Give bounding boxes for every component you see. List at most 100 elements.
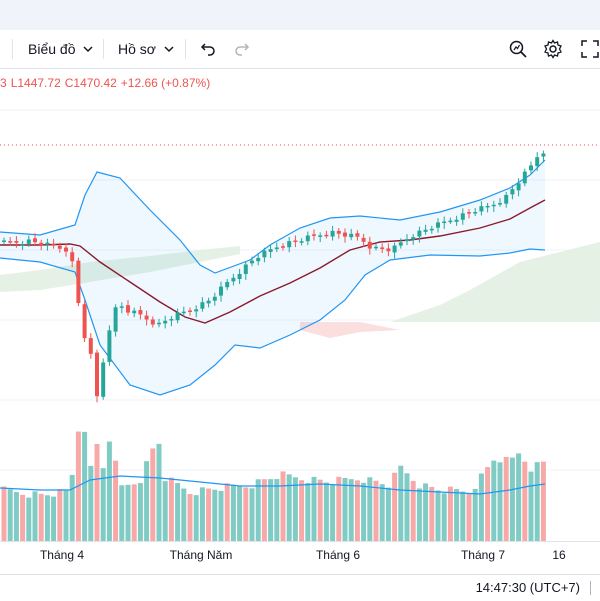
volume-bar: [441, 493, 447, 541]
volume-bar: [373, 480, 379, 541]
volume-bar: [323, 482, 329, 541]
volume-bar: [51, 496, 57, 541]
candle-body: [485, 205, 490, 208]
volume-bar: [534, 462, 540, 541]
candle-body: [57, 245, 62, 249]
candle-body: [138, 310, 143, 315]
status-divider: [590, 581, 591, 595]
candle-body: [194, 309, 199, 312]
candle-body: [76, 260, 81, 303]
chevron-down-icon: [83, 46, 94, 53]
volume-bar: [230, 484, 236, 541]
volume-bar: [292, 477, 298, 541]
candle-body: [398, 242, 403, 246]
volume-bar: [94, 444, 100, 541]
candle-body: [169, 319, 174, 321]
volume-bar: [212, 489, 218, 541]
candle-body: [188, 310, 192, 312]
time-axis[interactable]: Tháng 4 Tháng Năm Tháng 6 Tháng 7 16: [0, 541, 600, 566]
candle-body: [39, 242, 44, 246]
candle-body: [324, 234, 329, 237]
volume-bar: [187, 494, 193, 541]
candle-body: [126, 305, 130, 313]
volume-bar: [206, 488, 212, 541]
volume-bar: [528, 471, 534, 541]
candle-body: [479, 206, 484, 212]
x-tick: Tháng 6: [315, 548, 361, 562]
volume-bar: [162, 481, 168, 541]
candle-body: [206, 300, 211, 304]
volume-bar: [361, 482, 367, 541]
chart-type-button[interactable]: Biểu đồ: [28, 30, 95, 68]
volume-bar: [144, 461, 150, 541]
candle-body: [26, 239, 31, 244]
profile-button[interactable]: Hồ sơ: [118, 30, 176, 68]
candle-body: [119, 306, 124, 308]
candle-body: [429, 228, 434, 231]
profile-label: Hồ sơ: [118, 41, 156, 57]
candle-body: [51, 243, 56, 246]
candle-body: [262, 250, 267, 258]
volume-bar: [540, 461, 546, 541]
candle-body: [287, 241, 292, 248]
redo-button[interactable]: [234, 30, 250, 68]
chart-toolbar: Biểu đồ Hồ sơ: [0, 30, 600, 69]
volume-bar: [392, 472, 398, 541]
candle-body: [101, 362, 106, 397]
volume-bar: [398, 465, 404, 541]
volume-bar: [522, 461, 528, 541]
settings-button[interactable]: [543, 30, 563, 68]
toolbar-divider: [103, 39, 104, 59]
candle-body: [33, 238, 37, 243]
volume-bar: [63, 490, 69, 541]
quick-search-icon: [509, 40, 527, 58]
candle-body: [225, 282, 230, 288]
candle-body: [150, 319, 155, 325]
volume-bar: [199, 487, 205, 541]
clock[interactable]: 14:47:30 (UTC+7): [475, 580, 580, 595]
bollinger-upper-band: [0, 159, 546, 274]
candle-body: [237, 273, 242, 280]
candle-body: [535, 157, 540, 167]
candle-body: [355, 233, 360, 237]
volume-bar: [379, 484, 385, 541]
candle-body: [330, 230, 335, 237]
candle-body: [436, 222, 440, 228]
volume-bar: [106, 441, 112, 541]
candle-body: [8, 241, 13, 243]
candle-body: [88, 338, 93, 354]
volume-bar: [1, 486, 7, 541]
candle-body: [20, 243, 25, 246]
candle-body: [411, 237, 416, 240]
price-chart[interactable]: [0, 0, 600, 541]
candle-body: [132, 310, 137, 314]
fullscreen-button[interactable]: [580, 30, 600, 68]
candle-body: [343, 232, 347, 237]
candle-body: [454, 219, 459, 222]
candle-body: [181, 311, 186, 314]
volume-bar: [472, 488, 478, 541]
volume-bar: [175, 483, 181, 541]
volume-bar: [243, 487, 249, 541]
candle-body: [200, 302, 205, 309]
volume-bar: [330, 484, 336, 541]
volume-moving-average: [0, 475, 546, 495]
candle-body: [380, 247, 385, 250]
undo-button[interactable]: [200, 30, 216, 68]
candle-body: [504, 194, 509, 204]
candle-body: [510, 189, 515, 195]
volume-bar: [354, 480, 360, 541]
volume-bar: [44, 495, 50, 541]
candle-body: [448, 220, 453, 223]
bollinger-fill: [0, 160, 545, 395]
volume-bar: [156, 443, 162, 541]
volume-bar: [454, 489, 460, 541]
volume-bar: [249, 488, 255, 541]
volume-bar: [38, 493, 44, 541]
quick-search-button[interactable]: [508, 30, 528, 68]
gear-icon: [544, 39, 562, 59]
candle-body: [417, 230, 422, 237]
volume-bar: [311, 476, 317, 541]
volume-bar: [429, 486, 435, 541]
candle-body: [367, 241, 372, 249]
